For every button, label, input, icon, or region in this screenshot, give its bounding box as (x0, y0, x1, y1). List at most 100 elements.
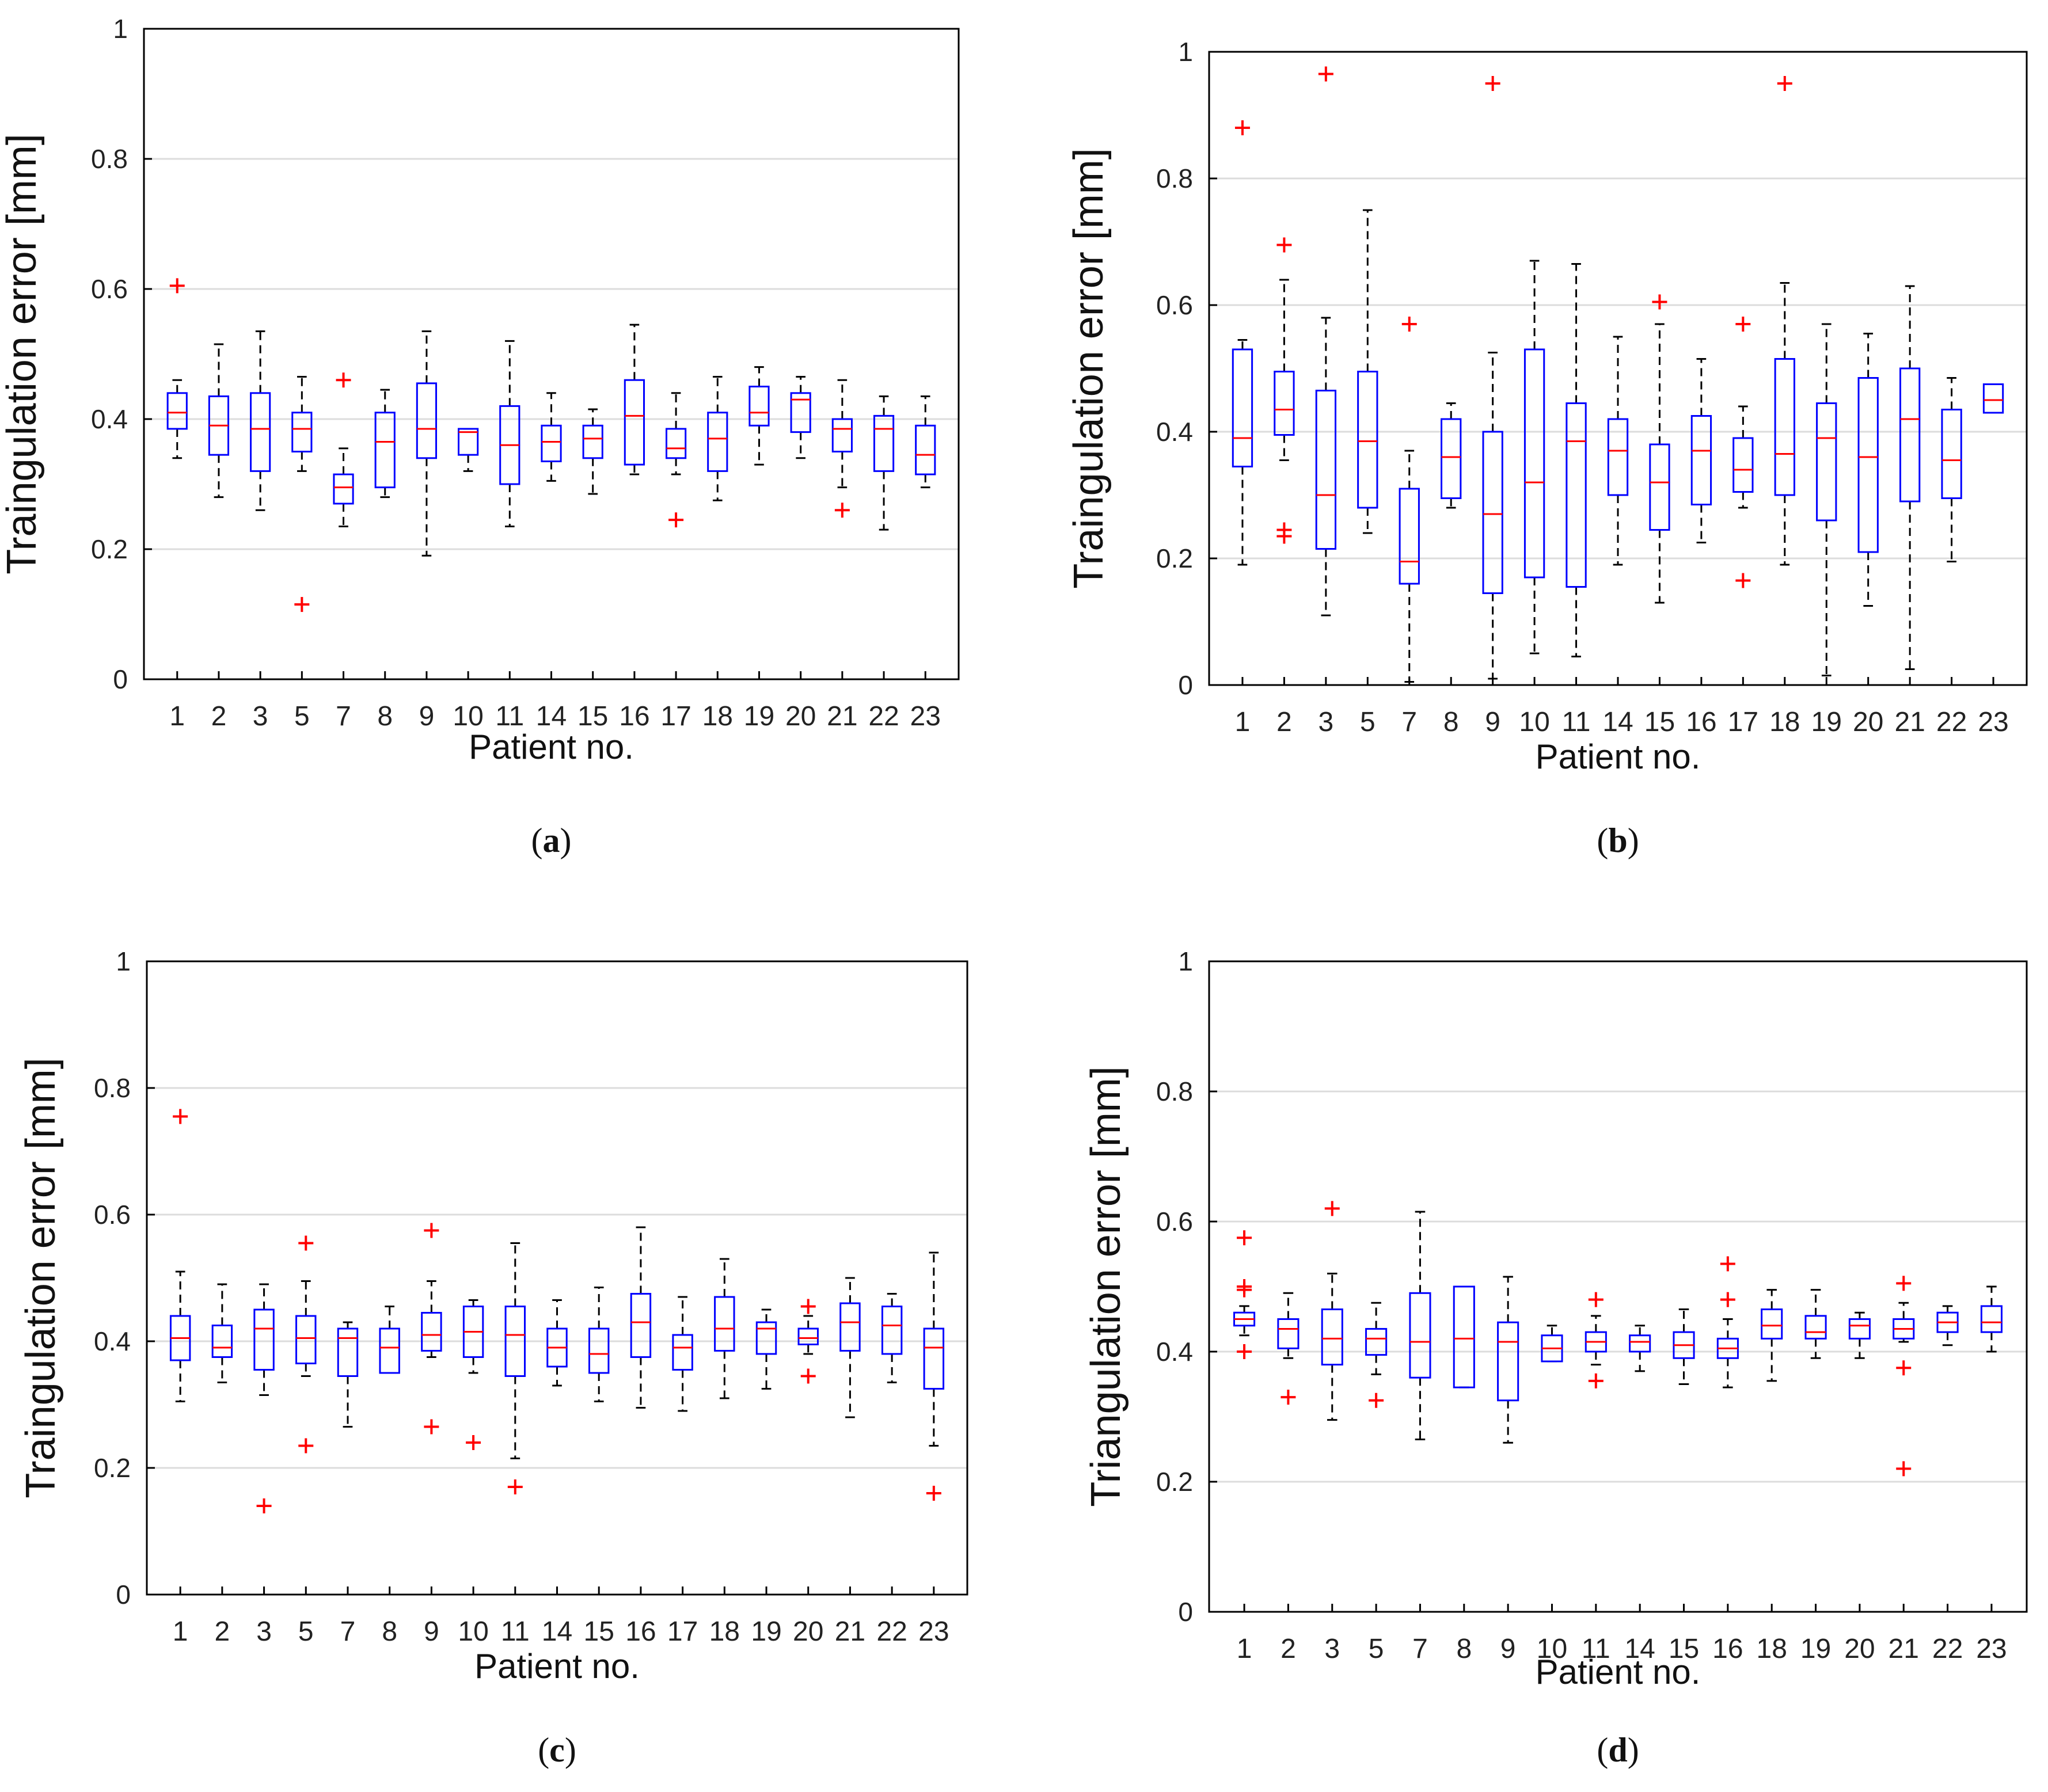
box-16 (630, 1226, 652, 1409)
iqr-box (1357, 371, 1378, 509)
outlier-marker (466, 1435, 481, 1450)
box-7 (337, 1321, 359, 1428)
x-tick-label: 19 (1800, 1634, 1831, 1664)
iqr-box (1980, 1305, 2003, 1333)
outlier-marker (424, 1419, 439, 1435)
x-tick-label: 8 (1443, 707, 1459, 737)
box-21 (831, 379, 853, 518)
y-tick-label: 0 (1178, 1597, 1193, 1627)
outlier-marker (173, 1109, 188, 1124)
x-tick-label: 5 (294, 701, 310, 732)
iqr-box (714, 1296, 735, 1352)
y-axis-label: Traingulation error [mm] (0, 134, 45, 574)
x-tick-label: 9 (419, 701, 435, 732)
iqr-box (630, 1293, 652, 1358)
outlier-marker (668, 512, 684, 528)
x-tick-label: 1 (1235, 707, 1251, 737)
box-21 (839, 1277, 861, 1418)
outlier-marker (1588, 1292, 1604, 1307)
x-tick-label: 16 (619, 701, 649, 732)
iqr-box (253, 1308, 275, 1371)
iqr-box (1899, 367, 1921, 503)
outlier-marker (1777, 76, 1792, 91)
box-22 (881, 1293, 903, 1383)
iqr-box (790, 392, 811, 433)
iqr-box (873, 414, 895, 472)
box-21 (1893, 1276, 1915, 1477)
y-axis-label: Traingulation error [mm] (1066, 148, 1112, 589)
panel-caption: (a) (531, 821, 572, 859)
iqr-box (1629, 1334, 1651, 1353)
x-tick-label: 10 (1519, 707, 1549, 737)
box-19 (1804, 1289, 1827, 1359)
y-tick-label: 0.8 (1156, 1076, 1193, 1106)
y-tick-label: 0.2 (94, 1453, 131, 1483)
iqr-box (881, 1306, 903, 1355)
outlier-marker (256, 1498, 272, 1513)
x-tick-label: 20 (793, 1616, 823, 1647)
box-15 (1649, 294, 1670, 604)
x-axis-label: Patient no. (474, 1647, 640, 1686)
box-20 (1857, 333, 1879, 607)
x-tick-label: 20 (1844, 1634, 1875, 1664)
outlier-marker (1276, 528, 1292, 544)
outlier-marker (298, 1235, 314, 1251)
box-23 (1980, 1285, 2003, 1353)
x-tick-label: 1 (173, 1616, 188, 1647)
x-tick-label: 15 (1669, 1634, 1699, 1664)
iqr-box (831, 418, 853, 452)
iqr-box (839, 1302, 861, 1352)
x-tick-label: 23 (1978, 707, 2008, 737)
box-14 (541, 392, 562, 482)
x-tick-label: 14 (1624, 1634, 1655, 1664)
box-9 (421, 1223, 442, 1435)
box-1 (1233, 1230, 1256, 1359)
y-tick-label: 0.2 (1156, 1467, 1193, 1497)
x-tick-label: 3 (1324, 1634, 1340, 1664)
iqr-box (1649, 443, 1670, 531)
x-tick-label: 3 (253, 701, 268, 732)
outlier-marker (926, 1486, 941, 1501)
iqr-box (333, 473, 354, 505)
iqr-box (504, 1306, 526, 1377)
x-tick-label: 23 (910, 701, 941, 732)
iqr-box (1941, 409, 1962, 499)
iqr-box (1315, 390, 1337, 550)
box-18 (1774, 76, 1795, 566)
iqr-box (458, 428, 479, 456)
x-tick-label: 7 (1412, 1634, 1428, 1664)
x-tick-label: 15 (584, 1616, 614, 1647)
iqr-box (624, 379, 645, 466)
box-2 (208, 343, 230, 499)
outlier-marker (507, 1479, 523, 1494)
iqr-box (1732, 437, 1754, 493)
box-5 (295, 1235, 317, 1454)
x-tick-label: 18 (1769, 707, 1800, 737)
box-3 (1315, 66, 1337, 617)
x-tick-label: 22 (1932, 1634, 1963, 1664)
box-11 (1566, 263, 1587, 657)
box-3 (250, 330, 271, 511)
iqr-box (1816, 402, 1837, 522)
x-tick-label: 8 (382, 1616, 397, 1647)
outlier-marker (834, 503, 850, 518)
y-axis-label: Traingulation error [mm] (18, 1057, 64, 1498)
outlier-marker (298, 1438, 314, 1454)
x-tick-label: 9 (424, 1616, 439, 1647)
iqr-box (1497, 1321, 1519, 1402)
chart-panel-c: 00.20.40.60.811 2 3 5 7 8 9 10 11 14 15 16 17 18 19 20 2… (18, 946, 968, 1769)
x-tick-label: 20 (785, 701, 816, 732)
x-tick-label: 17 (1728, 707, 1758, 737)
box-16 (1690, 358, 1712, 543)
y-tick-label: 1 (113, 14, 128, 44)
x-tick-label: 11 (1582, 1634, 1610, 1664)
iqr-box (582, 424, 603, 459)
x-tick-label: 19 (744, 701, 774, 732)
x-tick-label: 5 (298, 1616, 314, 1647)
x-tick-label: 16 (1712, 1634, 1743, 1664)
box-9 (416, 330, 438, 557)
iqr-box (416, 382, 438, 459)
box-20 (790, 376, 811, 459)
x-tick-label: 18 (702, 701, 733, 732)
